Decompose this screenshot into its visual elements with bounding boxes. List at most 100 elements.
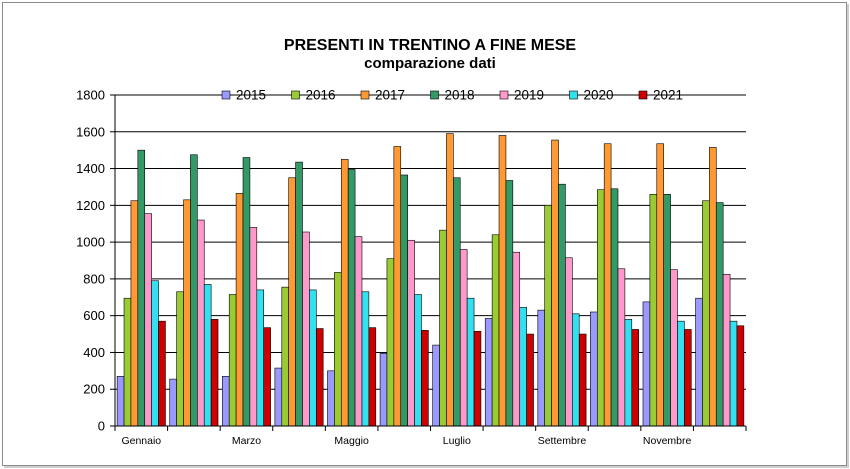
bar-2021-agosto [526, 333, 534, 427]
y-axis-ticks: 0 200 400 600 800 1000 1200 1400 1600 1800 [76, 88, 115, 434]
bar-2015-gennaio [116, 376, 125, 427]
bar-2018-aprile [295, 161, 303, 427]
bar-2021-novembre [684, 329, 692, 427]
bar-2019-novembre [670, 269, 678, 427]
bar-2020-ottobre [624, 319, 633, 427]
bar-2018-luglio [453, 177, 461, 427]
chart-title: PRESENTI IN TRENTINO A FINE MESE [284, 37, 577, 54]
bar-2016-febbraio [176, 291, 184, 427]
chart-subtitle: comparazione dati [364, 55, 496, 72]
bar-2018-giugno [400, 174, 408, 427]
x-tick-label: Gennaio [121, 435, 161, 447]
y-tick-label: 1600 [76, 124, 105, 139]
bar-2016-maggio [334, 272, 342, 427]
bar-2018-maggio [347, 169, 356, 427]
y-tick-label: 1200 [76, 198, 105, 213]
bar-2016-aprile [281, 286, 289, 427]
bar-2015-marzo [222, 376, 230, 427]
bar-2016-dicembre [702, 200, 710, 427]
bar-2018-gennaio [137, 149, 146, 427]
bar-2018-dicembre [715, 202, 724, 427]
x-tick-label: Settembre [538, 435, 587, 447]
legend-label-2019: 2019 [514, 88, 544, 103]
bar-2016-settembre [544, 205, 552, 427]
bar-2018-settembre [558, 183, 566, 427]
bar-2016-marzo [228, 294, 237, 427]
legend-label-2015: 2015 [236, 88, 266, 103]
legend-label-2021: 2021 [653, 88, 683, 103]
bar-2017-luglio [446, 133, 454, 427]
bar-2015-settembre [537, 309, 546, 427]
bar-2021-settembre [578, 333, 587, 427]
y-tick-label: 600 [83, 308, 105, 323]
bar-2019-luglio [459, 249, 468, 427]
y-tick-label: 1400 [76, 161, 105, 176]
bar-2020-maggio [361, 291, 370, 427]
bar-2018-agosto [505, 180, 514, 427]
bar-2018-ottobre [610, 188, 619, 427]
bar-2017-aprile [288, 177, 296, 427]
bar-2020-agosto [519, 307, 527, 427]
legend-swatch-2017 [360, 90, 370, 100]
legend-swatch-2018 [430, 90, 439, 100]
bar-2015-maggio [327, 370, 335, 427]
bar-2019-maggio [354, 236, 363, 427]
bar-2021-aprile [315, 328, 324, 427]
legend-label-2016: 2016 [306, 88, 336, 103]
bar-2016-ottobre [596, 189, 605, 427]
bar-2017-ottobre [603, 143, 612, 427]
bar-2017-novembre [656, 143, 664, 427]
bar-2018-novembre [663, 194, 671, 427]
bar-2020-marzo [256, 289, 265, 427]
bar-2020-febbraio [203, 284, 212, 427]
bar-2020-luglio [466, 297, 475, 427]
legend-swatch-2021 [638, 90, 648, 100]
bar-2019-agosto [512, 251, 521, 427]
bar-2019-giugno [407, 239, 415, 427]
bar-2019-aprile [302, 231, 310, 427]
bar-2015-agosto [484, 318, 493, 427]
bar-2021-febbraio [210, 319, 219, 427]
bar-2020-giugno [414, 294, 422, 427]
bar-2015-luglio [432, 344, 440, 427]
legend-label-2017: 2017 [375, 88, 405, 103]
legend-label-2018: 2018 [445, 88, 475, 103]
bar-2015-novembre [642, 301, 651, 427]
bar-2015-aprile [274, 367, 283, 427]
bar-2020-settembre [572, 313, 580, 427]
bar-2019-ottobre [617, 268, 626, 427]
legend-swatch-2019 [499, 90, 509, 100]
bars [116, 133, 745, 427]
bar-2017-agosto [498, 135, 507, 427]
bar-2015-giugno [379, 353, 388, 427]
x-tick-label: Novembre [643, 435, 692, 447]
bar-2017-gennaio [130, 200, 139, 427]
bar-2015-dicembre [695, 297, 703, 427]
y-tick-label: 400 [83, 345, 105, 360]
bar-2019-settembre [565, 257, 573, 427]
bar-2020-gennaio [151, 280, 159, 427]
bar-2019-febbraio [197, 219, 205, 427]
y-tick-label: 1000 [76, 235, 105, 250]
x-tick-label: Luglio [443, 435, 471, 447]
bar-2018-febbraio [190, 154, 198, 427]
legend-label-2020: 2020 [584, 88, 614, 103]
bar-2019-dicembre [722, 273, 731, 427]
bar-2021-ottobre [631, 329, 639, 427]
bar-2017-giugno [393, 146, 402, 427]
bar-2016-agosto [491, 234, 500, 427]
y-tick-label: 200 [83, 382, 105, 397]
bar-2015-febbraio [169, 378, 177, 427]
bar-2017-maggio [340, 159, 349, 427]
bar-2019-gennaio [144, 213, 152, 427]
legend-swatch-2020 [569, 90, 578, 100]
bar-2021-marzo [263, 327, 271, 427]
bar-2016-giugno [386, 258, 395, 427]
y-tick-label: 0 [98, 419, 105, 434]
bar-2021-dicembre [736, 325, 745, 427]
legend: 2015 2016 2017 2018 2019 2020 2021 [221, 88, 683, 103]
y-tick-label: 800 [83, 271, 105, 286]
bar-2017-dicembre [709, 147, 717, 427]
bar-2017-febbraio [183, 199, 191, 427]
